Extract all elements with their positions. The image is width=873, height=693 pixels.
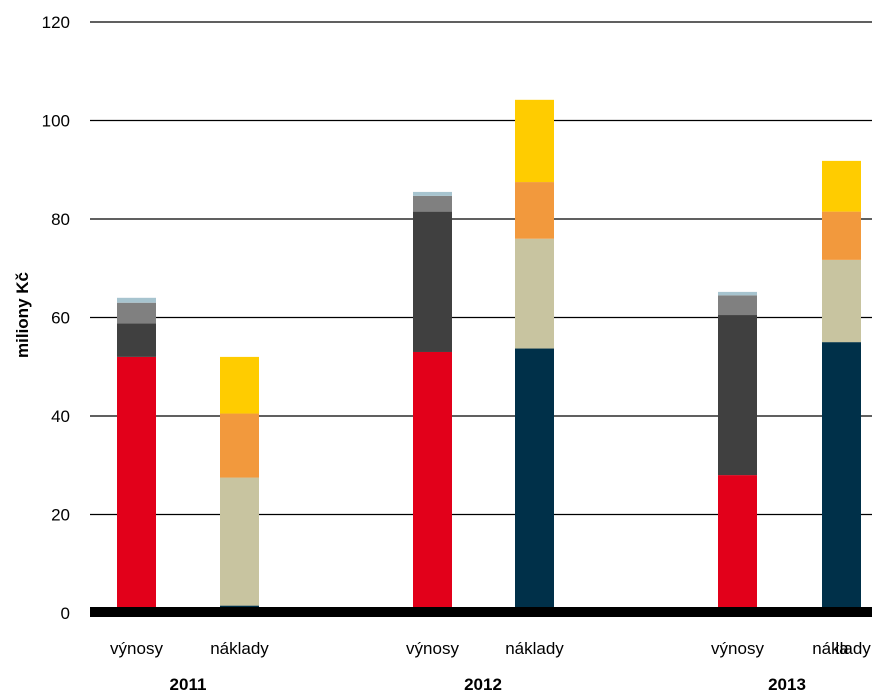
bars — [117, 99, 861, 613]
bar-2013-naklady-segment-3 — [822, 211, 861, 260]
y-tick-label-120: 120 — [42, 13, 70, 32]
category-label-2012-naklady: náklady — [505, 639, 564, 658]
bar-2013-naklady-segment-1 — [822, 342, 861, 613]
bar-2012-naklady-segment-4 — [515, 99, 554, 183]
category-label-2011-naklady: náklady — [210, 639, 269, 658]
category-label-2011-vynosy: výnosy — [110, 639, 163, 658]
bar-2013-vynosy-segment-3 — [718, 295, 757, 316]
category-label-2012-vynosy: výnosy — [406, 639, 459, 658]
bar-2011-vynosy-segment-2 — [117, 323, 156, 357]
group-label-2011: 2011 — [170, 675, 207, 693]
bar-2012-naklady-segment-3 — [515, 182, 554, 239]
y-tick-label-0: 0 — [61, 604, 70, 623]
bar-2013-naklady-segment-2 — [822, 259, 861, 343]
y-tick-label-60: 60 — [51, 309, 70, 328]
y-axis-label: miliony Kč — [13, 272, 32, 358]
bar-2011-naklady-segment-4 — [220, 356, 259, 414]
x-axis — [90, 607, 872, 617]
bar-2011-vynosy-segment-4 — [117, 297, 156, 303]
bar-2012-vynosy-segment-4 — [413, 191, 452, 196]
bar-2012-vynosy-segment-3 — [413, 195, 452, 212]
bar-2011-naklady-segment-2 — [220, 477, 259, 606]
bar-2012-naklady-segment-2 — [515, 238, 554, 349]
bar-2011-naklady-segment-3 — [220, 413, 259, 478]
bar-2011-vynosy-segment-1 — [117, 356, 156, 613]
bar-2013-vynosy-segment-1 — [718, 475, 757, 613]
bar-2013-vynosy-segment-4 — [718, 291, 757, 296]
bar-2012-vynosy-segment-1 — [413, 351, 452, 613]
y-tick-label-100: 100 — [42, 112, 70, 131]
bar-2012-naklady-segment-1 — [515, 348, 554, 613]
group-label-2012: 2012 — [464, 675, 502, 693]
x-axis-baseline — [90, 607, 872, 617]
y-tick-label-80: 80 — [51, 210, 70, 229]
y-tick-label-40: 40 — [51, 407, 70, 426]
y-tick-label-20: 20 — [51, 506, 70, 525]
bar-2011-vynosy-segment-3 — [117, 302, 156, 324]
bar-2013-vynosy-segment-2 — [718, 315, 757, 476]
category-label-2013-naklady: náklady — [812, 639, 871, 658]
bar-2012-vynosy-segment-2 — [413, 211, 452, 352]
labels: 0 20 40 60 80 100 120 výnosy náklady výnosy náklad… — [42, 13, 872, 693]
category-label-2013-vynosy: výnosy — [711, 639, 764, 658]
group-label-2013: 2013 — [768, 675, 806, 693]
bar-2013-naklady-segment-4 — [822, 160, 861, 212]
category-label-overlap: la — [835, 639, 849, 658]
